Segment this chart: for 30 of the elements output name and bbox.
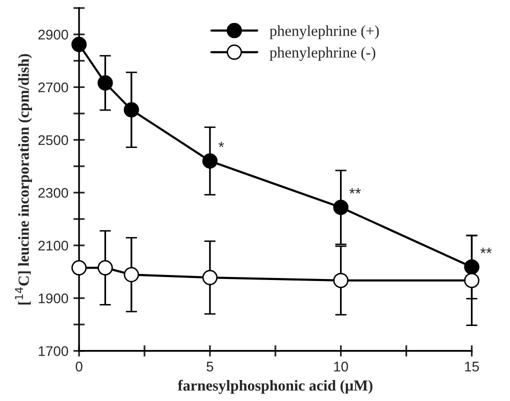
annotation: ** bbox=[480, 248, 492, 254]
y-tick-label: 2500 bbox=[38, 135, 68, 146]
point bbox=[71, 260, 87, 276]
point bbox=[464, 272, 480, 288]
point bbox=[202, 153, 218, 169]
y-tick-label: 2900 bbox=[38, 30, 68, 40]
y-tick-label: 1900 bbox=[38, 293, 68, 304]
annotation: * bbox=[218, 142, 224, 148]
point bbox=[333, 272, 348, 288]
y-tick-label: 2100 bbox=[38, 240, 68, 251]
y-axis-title: [$^{14}$C] leucine incorporation (cpm/dish) bbox=[15, 54, 32, 305]
legend-label: phenylephrine (-) bbox=[270, 46, 376, 61]
y-tick-label: 1700 bbox=[38, 346, 68, 356]
point bbox=[202, 270, 218, 286]
x-tick-label: 10 bbox=[334, 362, 348, 372]
x-tick-label: 15 bbox=[465, 362, 479, 372]
point bbox=[98, 75, 113, 91]
point bbox=[124, 267, 140, 282]
point bbox=[124, 102, 140, 118]
point bbox=[464, 259, 480, 275]
point bbox=[98, 260, 113, 276]
y-tick-label: 2300 bbox=[38, 188, 68, 198]
x-tick-label: 0 bbox=[76, 362, 82, 372]
y-tick-label: 2700 bbox=[38, 82, 68, 92]
annotation: ** bbox=[349, 188, 361, 194]
point bbox=[333, 200, 348, 216]
legend-label: phenylephrine (+) bbox=[270, 25, 379, 40]
x-tick-label: 5 bbox=[206, 362, 214, 372]
point bbox=[71, 36, 87, 52]
x-axis-title: farnesylphosphonic acid (μM) bbox=[178, 380, 372, 394]
